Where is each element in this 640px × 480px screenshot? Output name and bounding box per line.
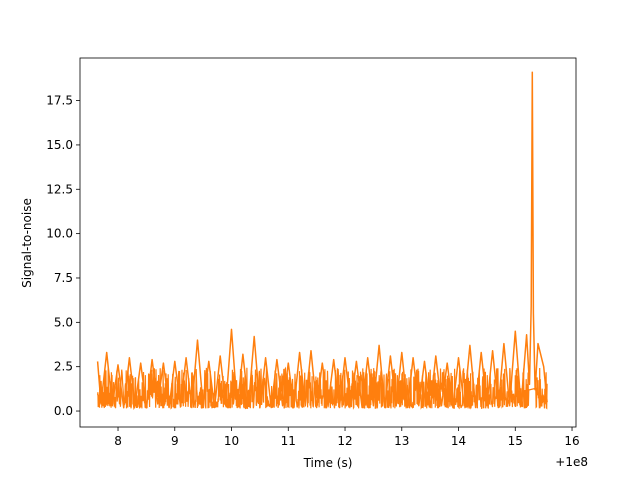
x-tick-label: 15 <box>508 434 523 448</box>
y-tick-label: 7.5 <box>54 271 73 285</box>
x-tick-label: 16 <box>564 434 579 448</box>
plot-frame <box>79 57 577 428</box>
x-tick-label: 10 <box>224 434 239 448</box>
x-axis-offset-label: +1e8 <box>555 455 588 469</box>
y-axis: 0.0 2.5 5.0 7.5 10.0 12.5 15.0 17.5 <box>46 94 80 418</box>
y-tick-label: 17.5 <box>46 94 73 108</box>
series-line-signal-to-noise <box>96 71 548 409</box>
x-tick-label: 9 <box>171 434 179 448</box>
y-tick-label: 2.5 <box>54 360 73 374</box>
x-axis: 8 9 10 11 12 13 14 15 16 <box>114 427 580 448</box>
x-tick-label: 11 <box>281 434 296 448</box>
y-axis-label: Signal-to-noise <box>20 198 34 288</box>
y-tick-label: 0.0 <box>54 404 73 418</box>
x-tick-label: 13 <box>394 434 409 448</box>
x-tick-label: 8 <box>114 434 122 448</box>
x-axis-label: Time (s) <box>303 456 353 470</box>
y-tick-label: 10.0 <box>46 227 73 241</box>
x-tick-label: 14 <box>451 434 466 448</box>
y-tick-label: 5.0 <box>54 315 73 329</box>
y-tick-label: 15.0 <box>46 138 73 152</box>
y-tick-label: 12.5 <box>46 182 73 196</box>
x-tick-label: 12 <box>337 434 352 448</box>
